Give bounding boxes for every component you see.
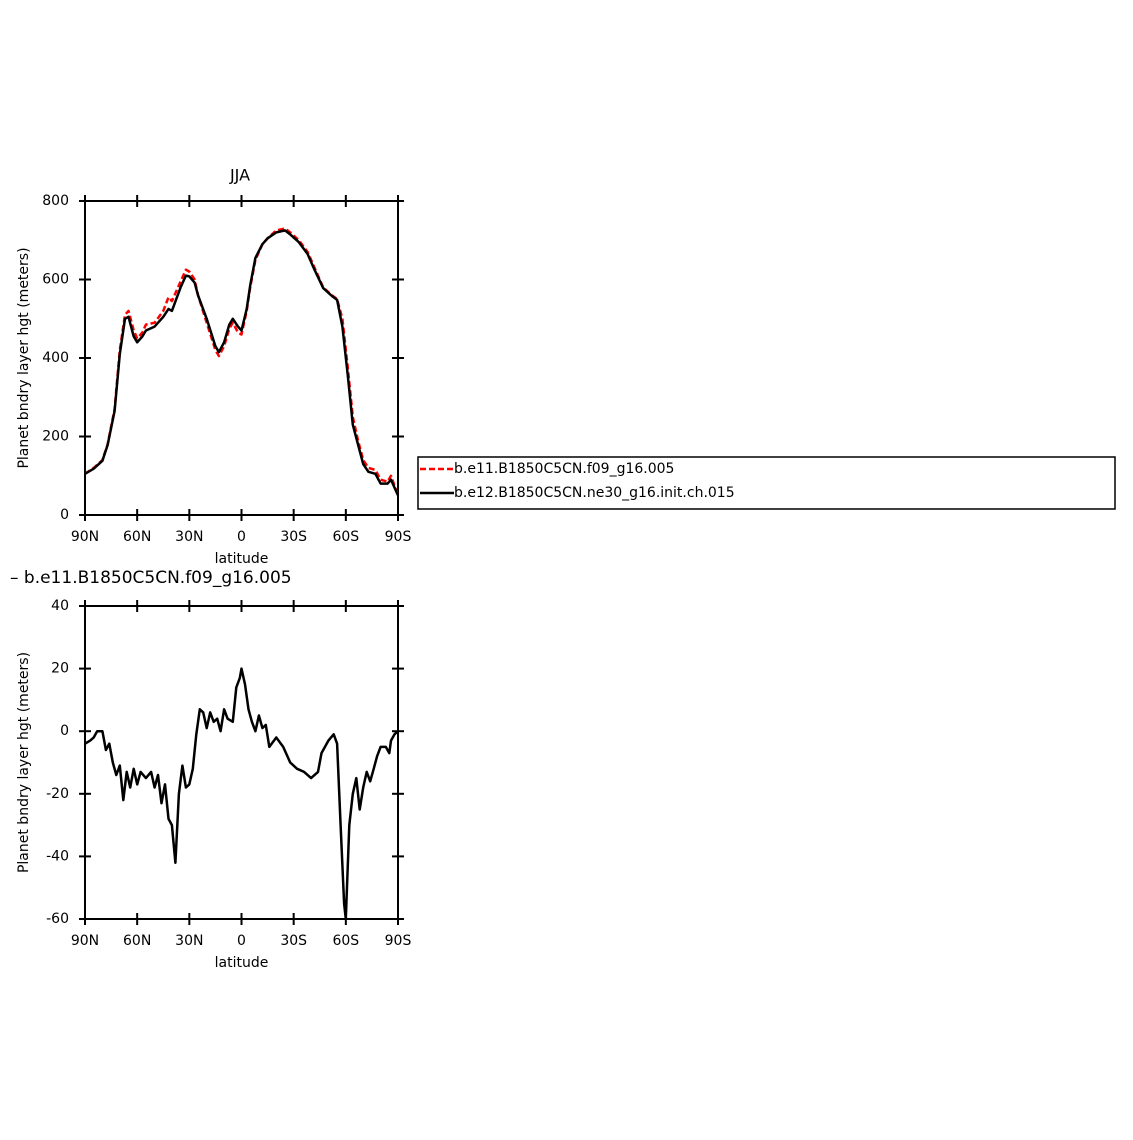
x-tick-label: 90N [71, 933, 99, 949]
legend-label: b.e11.B1850C5CN.f09_g16.005 [454, 461, 674, 477]
plot-frame [84, 200, 399, 516]
x-axis-label: latitude [215, 551, 269, 567]
x-tick-label: 30S [280, 529, 307, 545]
y-tick-label: 0 [60, 507, 69, 523]
x-tick-label: 0 [237, 529, 246, 545]
x-tick-label: 60N [123, 933, 151, 949]
chart-title: – b.e11.B1850C5CN.f09_g16.005 [10, 568, 292, 588]
x-tick-label: 60S [332, 529, 359, 545]
y-tick-label: 20 [51, 661, 69, 677]
x-tick-label: 60S [332, 933, 359, 949]
y-tick-label: -20 [46, 786, 69, 802]
y-tick-label: 200 [42, 429, 69, 445]
x-tick-label: 60N [123, 529, 151, 545]
y-tick-label: 0 [60, 723, 69, 739]
y-tick-label: -40 [46, 848, 69, 864]
y-tick-label: 800 [42, 193, 69, 209]
legend-label: b.e12.B1850C5CN.ne30_g16.init.ch.015 [454, 485, 735, 501]
y-tick-label: -60 [46, 911, 69, 927]
y-tick-label: 40 [51, 598, 69, 614]
x-tick-label: 30N [175, 529, 203, 545]
x-tick-label: 0 [237, 933, 246, 949]
x-tick-label: 90S [385, 529, 412, 545]
x-axis-label: latitude [215, 955, 269, 971]
x-tick-label: 90S [385, 933, 412, 949]
series-line [84, 229, 400, 496]
legend-box [417, 456, 1116, 510]
x-tick-label: 30N [175, 933, 203, 949]
series-line [84, 227, 400, 496]
y-axis-label: Planet bndry layer hgt (meters) [16, 247, 32, 468]
plot-frame [84, 605, 399, 920]
x-tick-label: 90N [71, 529, 99, 545]
series-line [84, 667, 399, 921]
y-tick-label: 600 [42, 272, 69, 288]
chart-title: JJA [229, 166, 250, 185]
y-tick-label: 400 [42, 350, 69, 366]
x-tick-label: 30S [280, 933, 307, 949]
y-axis-label: Planet bndry layer hgt (meters) [16, 652, 32, 873]
